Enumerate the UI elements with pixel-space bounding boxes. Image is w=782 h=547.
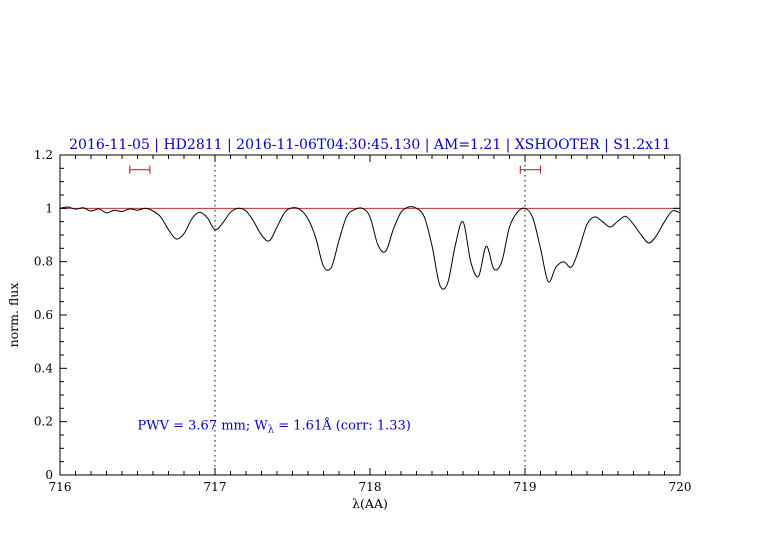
y-tick-label: 0.4 [34,361,53,375]
plot-title: 2016-11-05 | HD2811 | 2016-11-06T04:30:4… [69,137,671,153]
pwv-range-marker [519,165,542,174]
pwv-annotation-part1: PWV = 3.67 mm; W [138,419,269,434]
y-tick-label: 0.8 [34,255,53,269]
x-tick-label: 716 [49,480,72,494]
y-tick-label: 1 [45,201,53,215]
y-tick-label: 0.6 [34,308,53,322]
y-tick-label: 1.2 [34,148,53,162]
y-tick-label: 0 [45,468,53,482]
x-tick-label: 719 [514,480,537,494]
plot-content [59,155,681,475]
y-tick-label: 0.2 [34,415,53,429]
pwv-annotation: PWV = 3.67 mm; Wλ = 1.61Å (corr: 1.33) [138,418,411,436]
spectrum-line [59,206,681,290]
x-tick-label: 720 [669,480,692,494]
pwv-annotation-part2: = 1.61Å (corr: 1.33) [274,418,411,434]
x-axis-label: λ(AA) [352,496,388,511]
axes: 716 717 718 719 720 0 0.2 0.4 0.6 0.8 1 1.2 [34,148,692,494]
x-tick-label: 718 [359,480,382,494]
y-axis-label: norm. flux [6,283,21,348]
x-tick-label: 717 [204,480,227,494]
pwv-annotation-subscript: λ [268,425,275,436]
pwv-range-marker [129,165,151,174]
